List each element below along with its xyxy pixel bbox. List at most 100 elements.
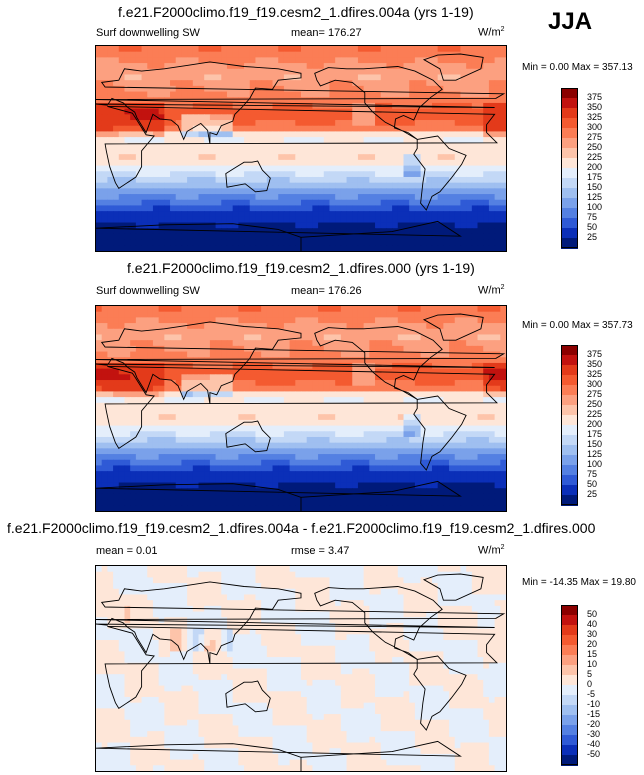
field-cell xyxy=(232,222,239,229)
field-cell xyxy=(244,51,251,58)
field-cell xyxy=(494,68,501,76)
field-cell xyxy=(335,345,342,353)
field-cell xyxy=(170,471,177,478)
field-cell xyxy=(375,239,382,246)
field-cell xyxy=(449,102,456,110)
field-cell xyxy=(175,51,183,58)
field-cell xyxy=(266,488,274,495)
field-cell xyxy=(124,402,131,410)
field-cell xyxy=(449,391,456,398)
field-cell xyxy=(192,154,200,161)
field-cell xyxy=(477,159,484,167)
field-cell xyxy=(449,222,456,229)
field-cell xyxy=(397,63,405,70)
field-cell xyxy=(96,340,103,347)
field-cell xyxy=(357,380,365,387)
field-cell xyxy=(101,368,108,375)
field-cell xyxy=(312,194,319,201)
field-cell xyxy=(431,245,439,251)
colorbar-swatch xyxy=(561,238,578,249)
field-cell xyxy=(420,154,427,161)
field-cell xyxy=(397,51,405,58)
field-cell xyxy=(96,448,103,455)
field-cell xyxy=(346,317,353,324)
field-cell xyxy=(443,85,450,93)
field-cell xyxy=(466,51,473,58)
field-cell xyxy=(386,46,393,53)
field-cell xyxy=(107,74,114,81)
field-cell xyxy=(152,176,160,184)
field-cell xyxy=(249,442,257,449)
field-cell xyxy=(175,102,183,110)
field-cell xyxy=(357,205,365,212)
field-cell xyxy=(312,211,319,218)
field-cell xyxy=(369,85,376,93)
field-cell xyxy=(238,471,245,478)
field-cell xyxy=(409,306,416,313)
field-cell xyxy=(403,211,410,218)
field-cell xyxy=(118,306,126,313)
field-cell xyxy=(323,63,331,70)
field-cell xyxy=(403,317,410,324)
field-cell xyxy=(483,137,490,144)
field-cell xyxy=(437,114,444,121)
field-cell xyxy=(466,471,473,478)
field-cell xyxy=(101,323,108,330)
colorbar-swatch xyxy=(561,118,578,129)
field-cell xyxy=(266,171,274,178)
field-cell xyxy=(329,357,336,364)
field-cell xyxy=(249,476,257,484)
field-cell xyxy=(397,68,405,76)
field-cell xyxy=(113,74,120,81)
field-cell xyxy=(494,102,501,110)
field-cell xyxy=(141,436,148,444)
field-cell xyxy=(318,154,325,161)
field-cell xyxy=(170,442,177,449)
field-cell xyxy=(318,340,325,347)
field-cell xyxy=(130,245,137,251)
field-cell xyxy=(170,63,177,70)
field-cell xyxy=(266,459,274,467)
field-cell xyxy=(437,165,444,172)
field-cell xyxy=(266,323,274,330)
field-cell xyxy=(335,357,342,364)
field-cell xyxy=(403,482,410,489)
field-cell xyxy=(226,425,234,432)
field-cell xyxy=(101,142,108,150)
field-cell xyxy=(386,328,393,336)
field-cell xyxy=(118,408,126,415)
field-cell xyxy=(449,171,456,178)
colorbar-tick-label: 100 xyxy=(587,202,603,212)
field-cell xyxy=(152,142,160,150)
field-cell xyxy=(232,397,239,404)
field-cell xyxy=(318,317,325,324)
field-cell xyxy=(403,125,410,133)
field-cell xyxy=(471,120,479,127)
field-cell xyxy=(289,448,296,455)
field-cell xyxy=(266,397,274,404)
field-cell xyxy=(164,171,171,178)
field-cell xyxy=(255,351,262,358)
field-cell xyxy=(471,414,479,421)
field-cell xyxy=(386,311,393,318)
field-cell xyxy=(147,431,154,438)
field-cell xyxy=(215,323,222,330)
field-cell xyxy=(449,414,456,421)
field-cell xyxy=(130,137,137,144)
field-cell xyxy=(500,345,506,353)
field-cell xyxy=(187,120,194,127)
field-cell xyxy=(340,334,348,341)
field-cell xyxy=(375,380,382,387)
field-cell xyxy=(454,57,462,64)
field-cell xyxy=(164,205,171,212)
field-cell xyxy=(101,222,108,229)
field-cell xyxy=(471,97,479,104)
field-cell xyxy=(449,345,456,353)
field-cell xyxy=(96,205,103,212)
field-cell xyxy=(118,454,126,461)
panel-1-map xyxy=(95,45,507,252)
field-cell xyxy=(306,374,313,381)
field-cell xyxy=(357,328,365,336)
field-cell xyxy=(255,91,262,98)
field-cell xyxy=(312,199,319,207)
